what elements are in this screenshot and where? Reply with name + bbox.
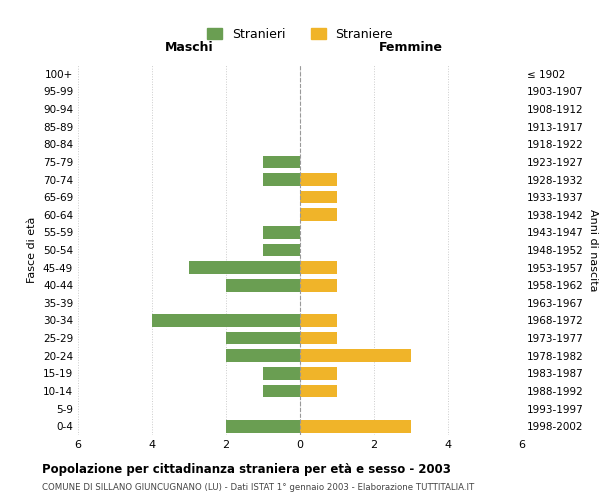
Bar	[226, 420, 300, 432]
Bar	[300, 262, 337, 274]
Bar	[226, 332, 300, 344]
Text: Popolazione per cittadinanza straniera per età e sesso - 2003: Popolazione per cittadinanza straniera p…	[42, 462, 451, 475]
Bar	[263, 156, 300, 168]
Bar	[189, 262, 300, 274]
Bar	[226, 350, 300, 362]
Bar	[300, 279, 337, 291]
Text: Femmine: Femmine	[379, 42, 443, 54]
Bar	[300, 420, 411, 432]
Text: Maschi: Maschi	[164, 42, 214, 54]
Bar	[263, 173, 300, 186]
Bar	[263, 226, 300, 238]
Bar	[300, 384, 337, 398]
Bar	[300, 314, 337, 327]
Bar	[300, 350, 411, 362]
Text: COMUNE DI SILLANO GIUNCUGNANO (LU) - Dati ISTAT 1° gennaio 2003 - Elaborazione T: COMUNE DI SILLANO GIUNCUGNANO (LU) - Dat…	[42, 482, 474, 492]
Bar	[300, 191, 337, 203]
Bar	[300, 208, 337, 221]
Bar	[300, 367, 337, 380]
Legend: Stranieri, Straniere: Stranieri, Straniere	[202, 23, 398, 46]
Bar	[300, 173, 337, 186]
Bar	[263, 384, 300, 398]
Y-axis label: Fasce di età: Fasce di età	[28, 217, 37, 283]
Bar	[300, 332, 337, 344]
Bar	[226, 279, 300, 291]
Bar	[263, 367, 300, 380]
Y-axis label: Anni di nascita: Anni di nascita	[587, 209, 598, 291]
Bar	[152, 314, 300, 327]
Bar	[263, 244, 300, 256]
